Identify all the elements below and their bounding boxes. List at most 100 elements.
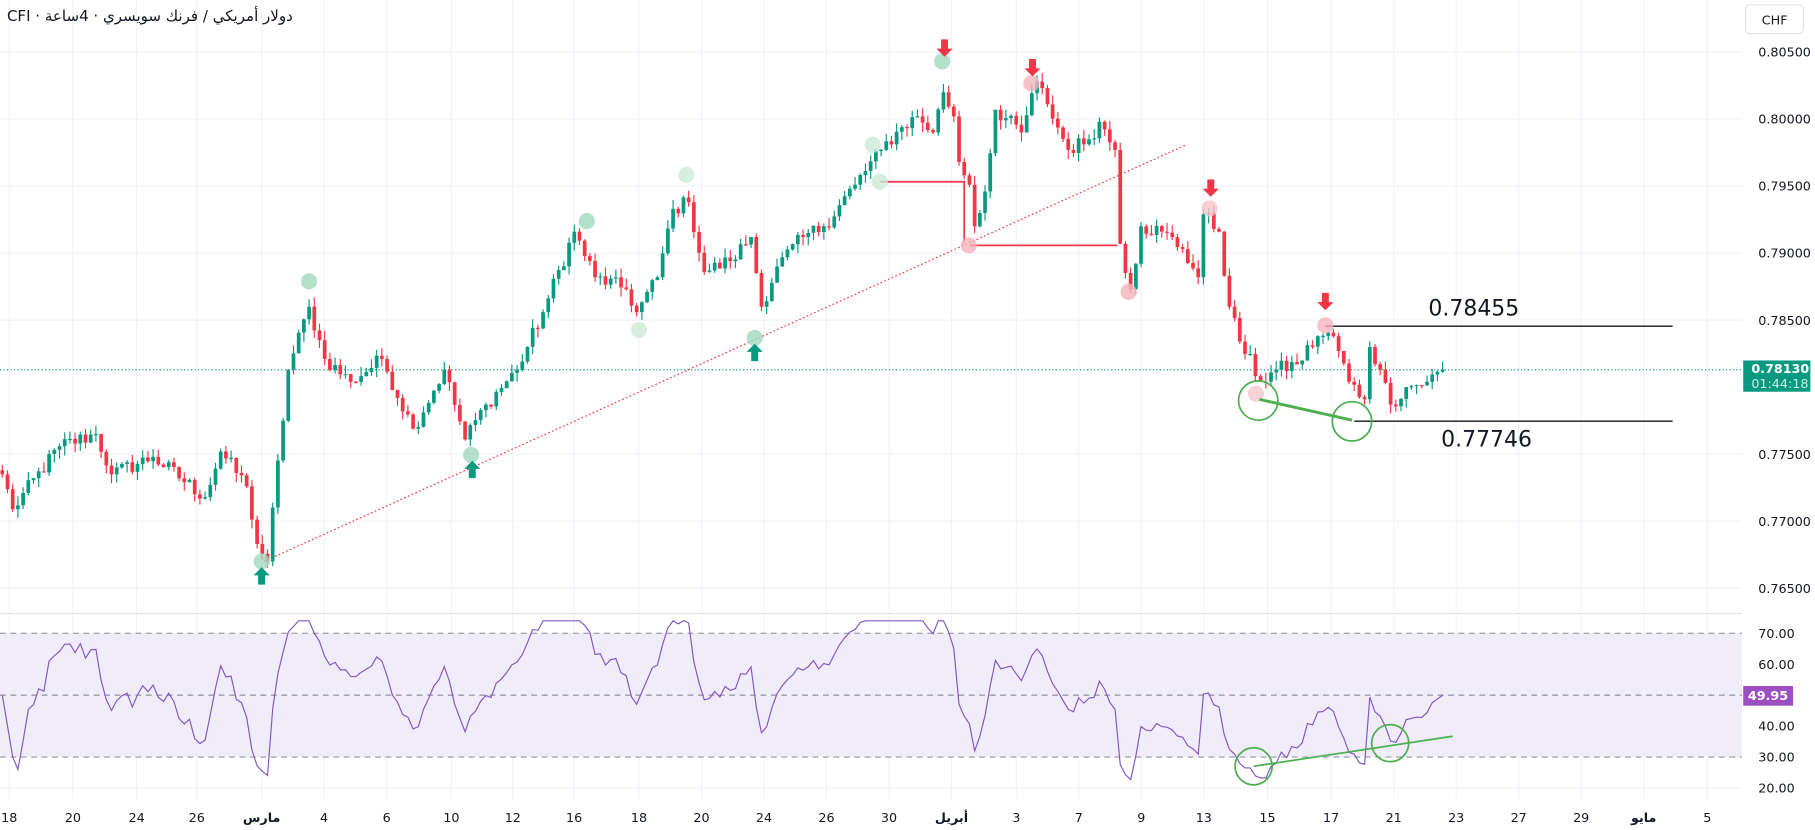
- candle-body: [489, 404, 493, 407]
- candle-body: [920, 116, 925, 123]
- candle: [655, 275, 660, 281]
- candle: [151, 449, 155, 469]
- time-label: 18: [631, 811, 647, 826]
- candle: [733, 255, 738, 269]
- candle-body: [894, 131, 899, 145]
- pivot-high-marker: [864, 136, 881, 153]
- candle-body: [328, 359, 332, 371]
- candle-body: [1341, 351, 1346, 364]
- candle: [957, 110, 961, 166]
- candle-body: [946, 92, 951, 107]
- divergence-markup[interactable]: [1234, 379, 1453, 786]
- candle-body: [473, 420, 478, 426]
- candle-body: [411, 414, 415, 429]
- divergence-circle[interactable]: [1237, 379, 1279, 422]
- candle-body: [816, 225, 821, 233]
- candle: [1310, 340, 1315, 349]
- candle-body: [1201, 214, 1206, 278]
- time-label: مارس: [243, 811, 281, 826]
- candle-body: [1123, 243, 1128, 274]
- candle: [1092, 129, 1097, 146]
- candle-body: [244, 475, 249, 487]
- candle: [728, 249, 733, 269]
- candle-body: [73, 438, 77, 444]
- candle-body: [208, 484, 213, 498]
- candle-body: [146, 457, 150, 462]
- candle-body: [1383, 369, 1388, 383]
- pivot-high-marker: [300, 273, 318, 290]
- time-axis[interactable]: 18 20 24 26 مارس 4 6 10 12 16 18 20 24 26 30 أبريل 3 7 9 13…: [1, 809, 1711, 826]
- time-label: مايو: [1630, 811, 1656, 826]
- time-label: 4: [320, 811, 328, 826]
- time-label: 20: [693, 811, 709, 826]
- candle: [255, 515, 259, 549]
- candle: [452, 381, 457, 412]
- pivot-red-marker: [1023, 75, 1040, 92]
- candle-body: [104, 451, 109, 466]
- neckline-upper[interactable]: [879, 180, 966, 244]
- candle: [660, 246, 665, 281]
- candle-body: [218, 451, 223, 469]
- candle: [16, 496, 20, 518]
- candle-body: [541, 312, 545, 329]
- candle-body: [432, 390, 436, 403]
- candle: [1055, 111, 1060, 135]
- candle-body: [229, 457, 233, 459]
- candle-body: [1014, 115, 1019, 125]
- candle-body: [88, 434, 93, 443]
- trendline-rising[interactable]: [263, 144, 1187, 562]
- candle: [47, 450, 51, 476]
- neckline-segments[interactable]: [879, 180, 1118, 247]
- price-tick-label: 0.80000: [1758, 113, 1811, 128]
- candle: [1305, 340, 1310, 361]
- candle-body: [1232, 306, 1237, 318]
- candle-body: [1347, 363, 1351, 382]
- candle-body: [1237, 317, 1242, 342]
- divergence-line-price[interactable]: [1259, 397, 1353, 422]
- candle: [494, 389, 499, 411]
- candle: [229, 450, 233, 463]
- candle: [182, 472, 187, 491]
- candle-body: [348, 374, 353, 382]
- candle: [333, 357, 337, 374]
- candle-body: [1102, 121, 1107, 130]
- candle: [1149, 225, 1154, 236]
- candle-body: [182, 478, 187, 483]
- candle-body: [733, 259, 738, 262]
- candle-body: [1222, 231, 1227, 276]
- candle: [1341, 350, 1346, 366]
- candle: [770, 277, 774, 302]
- candle: [868, 155, 873, 179]
- candle-body: [546, 298, 551, 313]
- candle: [530, 319, 535, 355]
- candle: [738, 238, 743, 260]
- time-label: 24: [756, 811, 772, 826]
- divergence-line-rsi[interactable]: [1253, 735, 1453, 768]
- candle-body: [296, 332, 301, 354]
- candle: [1440, 361, 1445, 373]
- candle-body: [307, 306, 311, 320]
- candle: [1024, 106, 1029, 133]
- candle-body: [1045, 88, 1050, 105]
- candle: [608, 274, 613, 289]
- divergence-circle[interactable]: [1331, 400, 1373, 442]
- candle-body: [868, 161, 873, 171]
- candle: [899, 125, 904, 140]
- candle: [78, 431, 83, 451]
- rsi-divergence-circle[interactable]: [1234, 746, 1273, 786]
- candle-body: [1097, 121, 1102, 139]
- candle-body: [468, 425, 473, 440]
- currency-button[interactable]: CHF: [1744, 4, 1805, 35]
- candle: [1180, 243, 1185, 254]
- price-axis[interactable]: [1742, 0, 1815, 799]
- candle: [988, 148, 993, 199]
- candle-body: [156, 456, 161, 465]
- candle-body: [1253, 353, 1258, 377]
- candle: [1196, 260, 1201, 285]
- arrow-up-icon: [746, 343, 763, 362]
- candle-body: [140, 457, 145, 464]
- candle-body: [1139, 226, 1143, 264]
- candle: [718, 258, 722, 269]
- pivot-markers: [253, 53, 1334, 570]
